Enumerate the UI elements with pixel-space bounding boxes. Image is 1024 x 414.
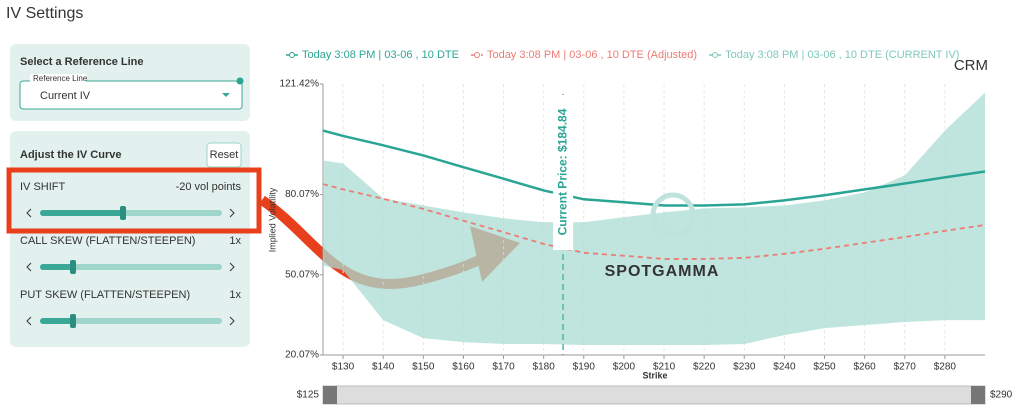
slider-right	[229, 262, 235, 272]
slider-fill	[40, 264, 73, 270]
legend-entry[interactable]: Today 3:08 PM | 03-06 , 10 DTE (CURRENT …	[725, 49, 959, 61]
reference-title: Select a Reference Line	[20, 56, 144, 68]
x-tick-label: $130	[332, 362, 355, 373]
y-tick-label: 20.07%	[285, 350, 319, 361]
price-label: Current Price: $184.84	[555, 108, 569, 235]
x-tick-label: $200	[613, 362, 636, 373]
page-title: IV Settings	[6, 5, 83, 22]
y-tick-label: 50.07%	[285, 269, 319, 280]
slider-left	[26, 316, 32, 326]
highlight-box	[6, 167, 262, 234]
x-axis-label: Strike	[642, 370, 667, 380]
range-slider[interactable]	[322, 385, 986, 405]
y-axis-label: Implied Volatility	[267, 187, 277, 252]
range-handle-left[interactable]	[323, 386, 337, 404]
x-tick-label: $260	[854, 362, 877, 373]
range-min: $125	[297, 390, 320, 401]
reset-button[interactable]	[206, 142, 242, 168]
reset-label: Reset	[210, 149, 239, 161]
x-tick-label: $160	[452, 362, 475, 373]
x-tick-label: $220	[693, 362, 716, 373]
legend-dot	[289, 52, 295, 58]
field-label: Reference Line	[33, 74, 88, 83]
x-tick-label: $180	[533, 362, 556, 373]
slider-track	[40, 318, 222, 324]
adjusted-line	[322, 183, 986, 260]
adjust-title: Adjust the IV Curve	[20, 149, 121, 161]
slider-thumb[interactable]	[70, 260, 76, 274]
price-label-bg	[553, 95, 574, 250]
slider-value: 1x	[229, 289, 241, 301]
slider-value: -20 vol points	[176, 181, 242, 193]
slider-track	[40, 264, 222, 270]
range-max: $290	[990, 390, 1013, 401]
slider-fill	[40, 318, 73, 324]
dropdown-caret	[222, 93, 230, 97]
x-tick-label: $250	[813, 362, 836, 373]
y-tick-label: 80.07%	[285, 189, 319, 200]
x-tick-label: $140	[372, 362, 395, 373]
legend-entry[interactable]: Today 3:08 PM | 03-06 , 10 DTE	[302, 49, 459, 61]
legend-dot	[712, 52, 719, 58]
slider-right	[229, 316, 235, 326]
slider-left	[26, 262, 32, 272]
range-handle-right[interactable]	[971, 386, 985, 404]
slider-right	[229, 208, 235, 218]
x-tick-label: $150	[412, 362, 435, 373]
slider-value: 1x	[229, 235, 241, 247]
slider-label: IV SHIFT	[20, 181, 66, 193]
slider-thumb[interactable]	[70, 314, 76, 328]
watermark-logo	[650, 192, 696, 238]
x-tick-label: $190	[573, 362, 596, 373]
x-tick-label: $270	[894, 362, 917, 373]
legend-dot	[473, 52, 480, 58]
slider-label: CALL SKEW (FLATTEN/STEEPEN)	[20, 235, 195, 247]
x-tick-label: $280	[934, 362, 957, 373]
slider-left	[26, 208, 32, 218]
watermark: SPOTGAMMA	[605, 263, 720, 280]
legend-entry[interactable]: Today 3:08 PM | 03-06 , 10 DTE (Adjusted…	[487, 49, 697, 61]
x-tick-label: $210	[653, 362, 676, 373]
slider-fill	[40, 210, 123, 216]
x-tick-label: $240	[773, 362, 796, 373]
field-value: Current IV	[40, 90, 91, 102]
dropdown-dot	[236, 77, 244, 85]
iv-line	[322, 129, 986, 207]
field-label-bg	[30, 74, 86, 84]
adjust-panel	[10, 131, 250, 347]
slider-label: PUT SKEW (FLATTEN/STEEPEN)	[20, 289, 190, 301]
reference-dropdown[interactable]	[19, 80, 243, 110]
x-tick-label: $230	[733, 362, 756, 373]
slider-thumb[interactable]	[120, 206, 126, 220]
ticker: CRM	[954, 57, 988, 74]
y-tick-label: 121.42%	[280, 79, 320, 90]
x-tick-label: $170	[492, 362, 515, 373]
